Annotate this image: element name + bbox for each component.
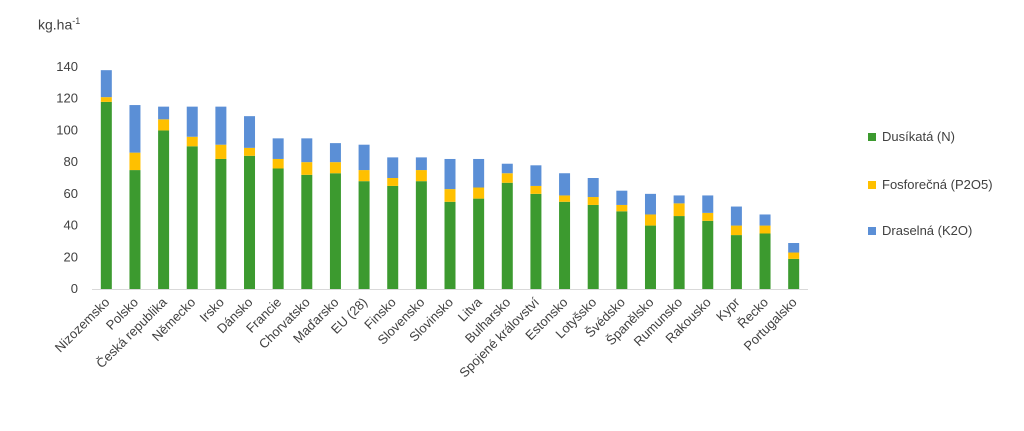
- bar-segment: [415, 157, 427, 171]
- bar-segment: [616, 211, 628, 289]
- bar-segment: [644, 193, 656, 215]
- legend-item: Draselná (K2O): [868, 223, 972, 238]
- bar-segment: [444, 158, 456, 190]
- bar-segment: [329, 143, 341, 163]
- bar-segment: [530, 185, 542, 194]
- bar-segment: [244, 155, 256, 289]
- bar-segment: [759, 214, 771, 226]
- category-label: Nizozemsko: [52, 295, 113, 356]
- bar-segment: [272, 168, 284, 289]
- bar-segment: [358, 144, 370, 171]
- bar-segment: [730, 235, 742, 289]
- bar-segment: [587, 197, 599, 205]
- bar-segment: [616, 204, 628, 212]
- bar-segment: [301, 138, 313, 163]
- y-tick-label: 40: [64, 218, 78, 233]
- y-axis-unit: kg.ha-1: [38, 16, 81, 33]
- bar-segment: [301, 162, 313, 175]
- bar-segment: [158, 106, 170, 120]
- bar-segment: [501, 182, 513, 289]
- bar-segment: [100, 70, 112, 98]
- legend-label: Dusíkatá (N): [882, 129, 955, 144]
- bar-segment: [702, 212, 714, 221]
- y-tick-label: 100: [56, 122, 78, 137]
- bar-segment: [129, 170, 141, 289]
- bar-segment: [530, 165, 542, 186]
- bar-segment: [559, 195, 571, 202]
- bar-segment: [415, 181, 427, 289]
- bar-segment: [272, 158, 284, 169]
- bar-segment: [530, 193, 542, 289]
- bar-segment: [329, 173, 341, 289]
- legend-item: Fosforečná (P2O5): [868, 177, 993, 192]
- bar-segment: [244, 147, 256, 156]
- y-tick-label: 60: [64, 186, 78, 201]
- y-tick-label: 140: [56, 59, 78, 74]
- bar-segment: [587, 178, 599, 198]
- bar-segment: [702, 195, 714, 213]
- bar-segment: [473, 187, 485, 199]
- bar-segment: [158, 119, 170, 131]
- bar-segment: [730, 225, 742, 236]
- y-tick-label: 20: [64, 249, 78, 264]
- bar-segment: [129, 152, 141, 171]
- bar-segment: [644, 225, 656, 289]
- bar-segment: [473, 198, 485, 289]
- bar-segment: [501, 173, 513, 183]
- bar-segment: [702, 220, 714, 289]
- bar-segment: [759, 233, 771, 289]
- bar-segment: [644, 214, 656, 226]
- legend-swatch: [868, 132, 876, 141]
- bar-segment: [673, 216, 685, 289]
- bar-segment: [473, 158, 485, 188]
- y-tick-label: 80: [64, 154, 78, 169]
- bar-segment: [387, 185, 399, 289]
- bar-segment: [186, 146, 198, 289]
- bar-segment: [788, 258, 800, 289]
- bar-segment: [329, 162, 341, 174]
- bar-segment: [559, 201, 571, 289]
- bar-segment: [673, 203, 685, 217]
- bar-segment: [387, 178, 399, 186]
- bar-segment: [358, 170, 370, 182]
- bar-segment: [444, 189, 456, 202]
- bar-segment: [788, 252, 800, 259]
- bar-segment: [244, 116, 256, 148]
- legend-label: Fosforečná (P2O5): [882, 177, 993, 192]
- bar-segment: [673, 195, 685, 204]
- bar-segment: [100, 97, 112, 102]
- bar-segment: [501, 163, 513, 174]
- bar-segment: [158, 130, 170, 289]
- bar-segment: [272, 138, 284, 159]
- legend-item: Dusíkatá (N): [868, 129, 955, 144]
- bar-segment: [215, 144, 227, 159]
- bar-segment: [358, 181, 370, 289]
- bar-segment: [788, 243, 800, 253]
- bar-segment: [444, 201, 456, 289]
- bar-segment: [129, 105, 141, 153]
- bar-segment: [100, 101, 112, 289]
- bar-segment: [387, 157, 399, 178]
- y-tick-label: 120: [56, 91, 78, 106]
- legend-swatch: [868, 226, 876, 235]
- bar-segment: [415, 170, 427, 182]
- bar-segment: [186, 106, 198, 137]
- bar-segment: [759, 225, 771, 234]
- bar-segment: [301, 174, 313, 289]
- legend-swatch: [868, 180, 876, 189]
- bar-segment: [215, 106, 227, 145]
- bar-segment: [587, 204, 599, 289]
- legend-label: Draselná (K2O): [882, 223, 973, 238]
- bar-segment: [215, 158, 227, 289]
- bar-segment: [616, 190, 628, 205]
- bar-segment: [559, 173, 571, 196]
- y-tick-label: 0: [71, 281, 78, 296]
- bar-segment: [186, 136, 198, 147]
- bar-segment: [730, 206, 742, 226]
